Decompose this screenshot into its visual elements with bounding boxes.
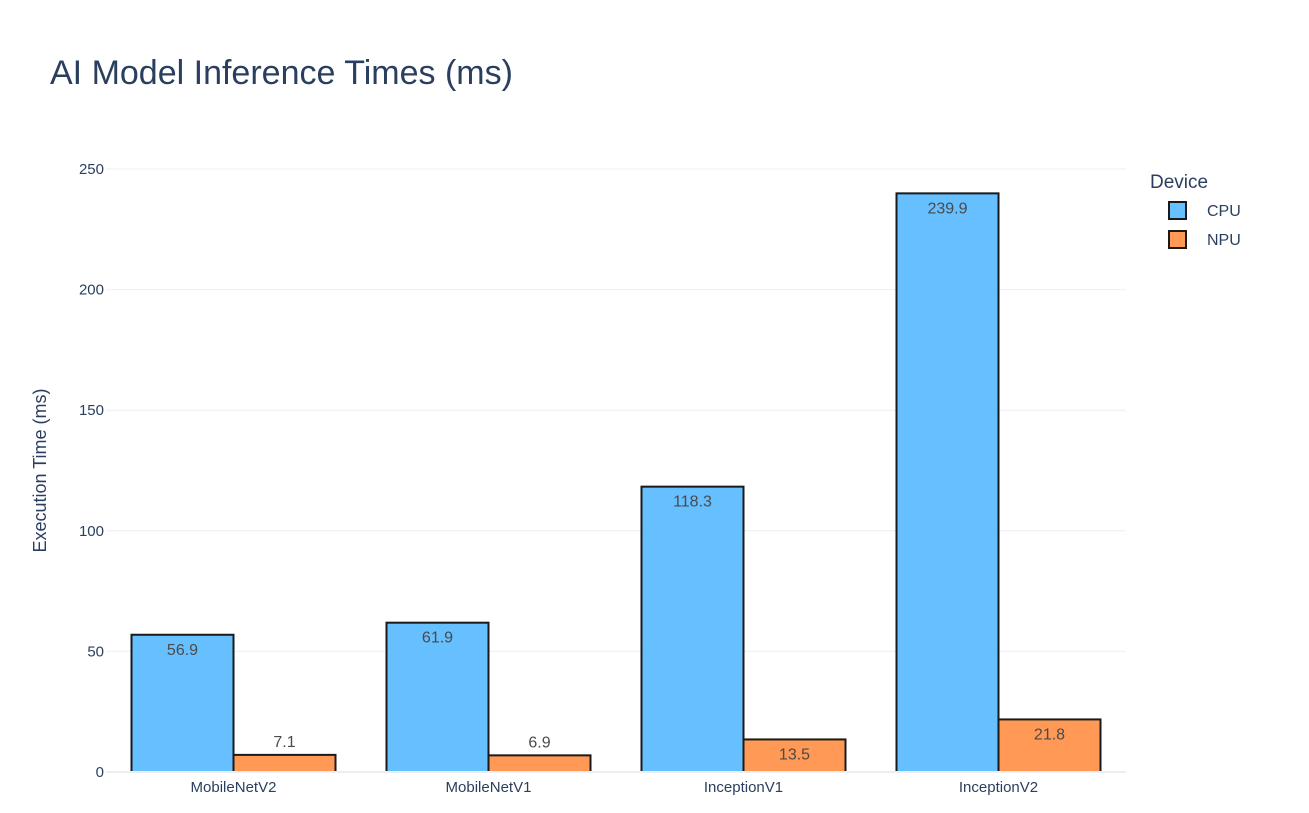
y-tick-label: 150 [79,402,104,419]
x-tick-label: MobileNetV2 [191,779,277,796]
bar-labels: 56.9 7.1 61.9 6.9 118.3 13.5 239.9 21.8 [167,200,1065,763]
bar-value-label: 239.9 [927,200,967,217]
y-tick-label: 50 [87,643,104,660]
bars [130,192,1102,774]
bar-cpu-inceptionv2[interactable] [895,192,1000,773]
x-tick-label: InceptionV2 [959,779,1038,796]
bar-npu-inceptionv1[interactable] [742,738,847,773]
y-axis-title: Execution Time (ms) [30,388,50,552]
legend-swatch-npu[interactable] [1168,230,1187,249]
y-tick-label: 200 [79,282,104,299]
bar-value-label: 7.1 [273,734,295,751]
y-tick-label: 250 [79,161,104,178]
bar-npu-inceptionv2[interactable] [997,718,1102,773]
bar-value-label: 13.5 [779,746,810,763]
x-tick-label: InceptionV1 [704,779,783,796]
legend-swatch-cpu[interactable] [1168,201,1187,220]
chart-title: AI Model Inference Times (ms) [50,54,513,92]
x-tick-label: MobileNetV1 [446,779,532,796]
bar-npu-mobilenetv1[interactable] [487,754,592,773]
y-tick-label: 0 [96,764,104,781]
bar-value-label: 61.9 [422,630,453,647]
bar-cpu-inceptionv1[interactable] [640,485,745,773]
y-tick-label: 100 [79,523,104,540]
bar-npu-mobilenetv2[interactable] [232,753,337,774]
legend-label-npu[interactable]: NPU [1207,232,1241,249]
legend-label-cpu[interactable]: CPU [1207,203,1241,220]
bar-value-label: 6.9 [528,734,550,751]
bar-value-label: 118.3 [673,494,712,511]
axes: 0 50 100 150 200 250 Execution Time (ms) Mobile… [30,161,1126,796]
legend: Device CPU NPU [1150,172,1241,249]
bar-value-label: 56.9 [167,642,198,659]
legend-title: Device [1150,172,1208,193]
bar-cpu-mobilenetv2[interactable] [130,633,235,773]
bar-value-label: 21.8 [1034,726,1065,743]
